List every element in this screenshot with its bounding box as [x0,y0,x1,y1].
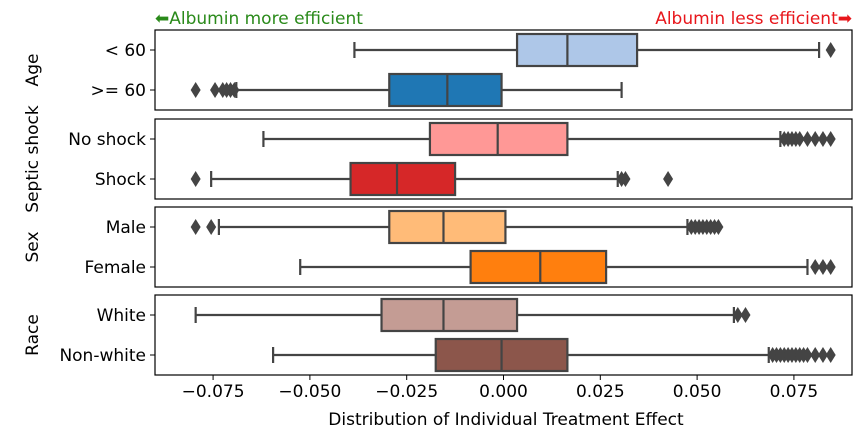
outlier-marker [620,171,631,187]
outlier-marker [825,42,836,58]
box-group: < 60 [105,32,836,68]
panel-ylabel: Sex [23,231,43,262]
x-tick-label: 0.075 [770,382,819,402]
x-axis-label: Distribution of Individual Treatment Eff… [328,410,684,430]
group-label: White [97,306,146,326]
outlier-marker [740,307,751,323]
outlier-marker [817,259,828,275]
x-tick-label: −0.050 [278,382,341,402]
iqr-box [388,72,503,108]
outlier-marker [732,307,743,323]
panels-group: Age < 60 >= 60 Septic shock No shock Shock Sex… [23,29,853,376]
x-tick-label: −0.075 [182,382,245,402]
box-group: Female [85,249,836,285]
outlier-marker [210,82,221,98]
iqr-box [388,209,507,245]
box-group: Non-white [59,337,836,373]
outlier-marker [817,347,828,363]
box-group: Male [106,209,724,245]
outlier-marker [810,347,821,363]
group-label: Non-white [59,346,146,366]
iqr-box [349,161,457,197]
panel-ylabel: Age [23,54,43,87]
box-group: >= 60 [90,72,623,108]
iqr-box [380,297,519,333]
group-label: Female [85,258,146,278]
x-tick-label: 0.050 [673,382,722,402]
iqr-box [469,249,608,285]
outlier-marker [190,219,201,235]
panel-ylabel: Race [23,314,43,356]
box-group: Shock [95,161,674,197]
outlier-marker [825,259,836,275]
panel-ylabel: Septic shock [23,105,43,213]
group-label: Shock [95,170,146,190]
annotation-albumin-less-efficient: Albumin less efficient➡ [655,9,852,29]
panel-sex: Sex Male Female [23,206,853,288]
outlier-marker [794,131,805,147]
outlier-marker [817,131,828,147]
outlier-marker [663,171,674,187]
group-label: >= 60 [90,81,146,101]
outlier-marker [190,171,201,187]
outlier-marker [229,82,240,98]
box-group: No shock [68,121,836,157]
iqr-box [515,32,639,68]
outlier-marker [206,219,217,235]
x-tick-label: 0.025 [576,382,625,402]
outlier-marker [810,259,821,275]
panel-race: Race White Non-white [23,294,853,376]
x-tick-label: 0.000 [479,382,528,402]
panel-frame [154,29,853,111]
outlier-marker [713,219,724,235]
group-label: < 60 [105,41,146,61]
outlier-marker [802,131,813,147]
panel-septic-shock: Septic shock No shock Shock [23,105,853,213]
outlier-marker [825,131,836,147]
panel-frame [154,118,853,200]
group-label: No shock [68,130,146,150]
x-tick-label: −0.025 [375,382,438,402]
outlier-marker [825,347,836,363]
panel-frame [154,206,853,288]
outlier-marker [810,131,821,147]
annotation-albumin-more-efficient: ⬅Albumin more efficient [155,9,363,29]
outlier-marker [802,347,813,363]
group-label: Male [106,218,146,238]
panel-age: Age < 60 >= 60 [23,29,853,111]
outlier-marker [190,82,201,98]
box-group: White [97,297,751,333]
x-axis: −0.075 −0.050 −0.025 0.000 0.025 0.050 0.075 [182,375,819,402]
